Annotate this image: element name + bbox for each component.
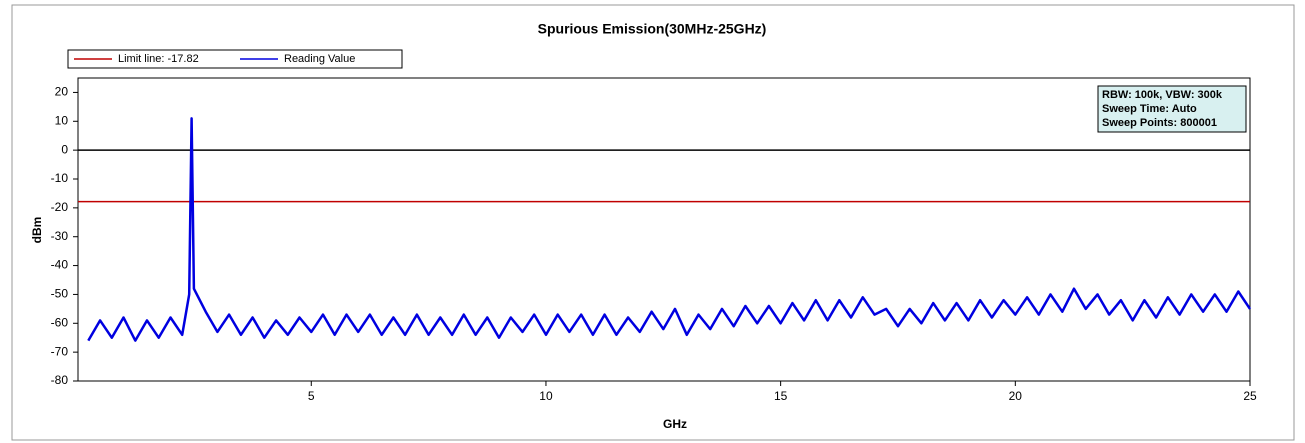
y-tick-label: -10 — [51, 171, 69, 185]
chart-title: Spurious Emission(30MHz-25GHz) — [538, 21, 767, 37]
y-tick-label: -30 — [51, 229, 69, 243]
x-tick-label: 5 — [308, 389, 315, 403]
x-axis-label: GHz — [663, 417, 687, 431]
annotation-box — [1097, 85, 1247, 133]
y-tick-label: -70 — [51, 344, 69, 358]
legend-label: Limit line: -17.82 — [118, 53, 199, 65]
legend — [67, 49, 403, 69]
y-tick-label: -60 — [51, 315, 69, 329]
x-tick-label: 20 — [1009, 389, 1023, 403]
annotation-text: Sweep Points: 800001 — [1102, 117, 1217, 129]
y-axis-label: dBm — [30, 217, 44, 244]
y-tick-label: -40 — [51, 258, 69, 272]
reading-line — [87, 117, 1252, 342]
y-tick-label: -20 — [51, 200, 69, 214]
y-tick-label: 20 — [55, 85, 69, 99]
y-tick-label: -50 — [51, 287, 69, 301]
y-tick-label: 10 — [55, 113, 69, 127]
y-tick-label: -80 — [51, 373, 69, 387]
plot-area — [77, 77, 1251, 382]
legend-label: Reading Value — [284, 53, 355, 65]
annotation-text: RBW: 100k, VBW: 300k — [1102, 89, 1223, 101]
x-tick-label: 15 — [774, 389, 788, 403]
annotation-text: Sweep Time: Auto — [1102, 103, 1197, 115]
x-tick-label: 25 — [1243, 389, 1257, 403]
x-tick-label: 10 — [539, 389, 553, 403]
y-tick-label: 0 — [61, 142, 68, 156]
